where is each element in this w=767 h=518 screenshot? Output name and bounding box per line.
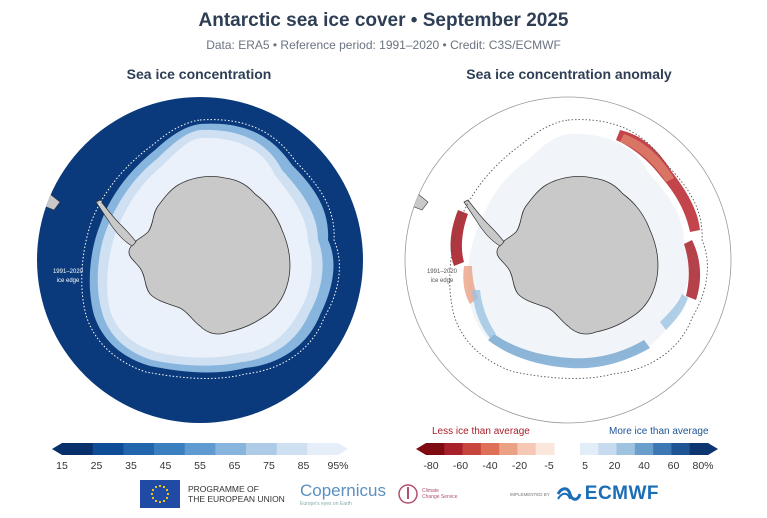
legend-tick: 25 — [91, 460, 103, 472]
legend-swatch — [184, 443, 216, 455]
eu-flag-icon — [140, 480, 180, 508]
legend-swatch-more — [598, 443, 618, 455]
legend-tick: 95% — [327, 460, 348, 472]
legend-arrow-left — [52, 443, 62, 455]
ecmwf-wordmark: ECMWF — [584, 483, 660, 504]
legend-swatch — [62, 443, 94, 455]
more-ice-band-southwest — [472, 290, 496, 338]
implemented-by-label: IMPLEMENTED BY — [510, 491, 550, 497]
legend-swatch-less — [499, 443, 518, 455]
legend-tick: 65 — [229, 460, 241, 472]
legend-swatch-less — [517, 443, 537, 455]
legend-tick-more: 60 — [668, 460, 680, 472]
legend-swatch-less — [535, 443, 555, 455]
legend-swatch-less — [444, 443, 464, 455]
c3s-icon — [398, 484, 418, 504]
legend-tick-less: -5 — [544, 460, 553, 472]
antarctica-landmass — [496, 176, 659, 335]
left-edge-label-1: 1991–2020 — [53, 269, 84, 275]
c3s-line-1: Climate — [422, 488, 439, 494]
c3s-line-2: Change Service — [422, 494, 458, 500]
legend-tick-less: -80 — [423, 460, 438, 472]
copernicus-logo: Copernicus Europe's eyes on Earth — [300, 478, 386, 510]
legend-swatch-more — [671, 443, 691, 455]
eu-line-2: THE EUROPEAN UNION — [188, 494, 285, 504]
eu-logo: PROGRAMME OF THE EUROPEAN UNION — [140, 478, 285, 510]
left-map-title: Sea ice concentration — [126, 66, 272, 82]
legend-arrow-left — [416, 443, 426, 455]
footer-logos: PROGRAMME OF THE EUROPEAN UNION Copernic… — [0, 478, 767, 514]
less-ice-band-east — [684, 240, 701, 300]
legend-swatch-more — [634, 443, 654, 455]
more-ice-band-southeast — [660, 294, 688, 330]
legend-tick-less: -60 — [453, 460, 468, 472]
legend-tick: 15 — [56, 460, 68, 472]
legend-tick-less: -20 — [512, 460, 527, 472]
antarctic-peninsula — [95, 199, 137, 247]
legend-swatch — [92, 443, 124, 455]
copernicus-wordmark: Copernicus — [300, 481, 386, 500]
legend-swatch — [276, 443, 308, 455]
antarctica-landmass — [128, 176, 291, 335]
right-edge-label-2: ice edge — [431, 278, 454, 284]
sea-ice-anomaly-map: 1991–2020 ice edge — [404, 96, 732, 424]
right-map-title: Sea ice concentration anomaly — [466, 66, 672, 82]
legend-swatch-less — [480, 443, 500, 455]
legend-arrow-right — [708, 443, 718, 455]
legend-swatch-less — [426, 443, 445, 455]
legend-swatch-more — [580, 443, 599, 455]
less-ice-label: Less ice than average — [432, 426, 530, 437]
page-title: Antarctic sea ice cover • September 2025 — [198, 10, 569, 31]
antarctic-peninsula — [463, 199, 505, 247]
less-ice-band-northeast-light — [620, 134, 674, 182]
legend-tick: 55 — [194, 460, 206, 472]
right-edge-label-1: 1991–2020 — [427, 269, 458, 275]
more-ice-label: More ice than average — [609, 426, 709, 437]
legend-swatch — [246, 443, 278, 455]
legend-tick: 75 — [263, 460, 275, 472]
c3s-logo: Climate Change Service — [398, 478, 458, 510]
legend-swatch — [123, 443, 155, 455]
legend-tick-more: 40 — [638, 460, 650, 472]
legend-swatch-more — [616, 443, 636, 455]
sea-ice-concentration-map: 1991–2020 ice edge — [37, 97, 363, 423]
page-subtitle: Data: ERA5 • Reference period: 1991–2020… — [206, 38, 561, 52]
ecmwf-logo: IMPLEMENTED BY ECMWF — [510, 478, 659, 510]
anomaly-legend: -80 -60 -40 -20 -5 5 20 40 60 80% — [416, 443, 718, 472]
legend-swatch — [154, 443, 186, 455]
legend-tick: 45 — [160, 460, 172, 472]
legend-tick-more: 5 — [582, 460, 588, 472]
legend-tick-less: -40 — [482, 460, 497, 472]
copernicus-tagline: Europe's eyes on Earth — [300, 501, 352, 507]
legend-swatch-more — [653, 443, 672, 455]
legend-tick: 85 — [298, 460, 310, 472]
legend-swatch-less — [462, 443, 482, 455]
eu-line-1: PROGRAMME OF — [188, 484, 259, 494]
less-ice-band-west — [450, 210, 468, 266]
ecmwf-wave-icon — [556, 487, 582, 501]
legend-swatch — [307, 443, 339, 455]
legend-arrow-right — [338, 443, 348, 455]
concentration-legend: 15 25 35 45 55 65 75 85 95% — [52, 443, 349, 472]
legend-swatch — [215, 443, 247, 455]
more-ice-band-south — [488, 334, 650, 369]
legend-tick: 35 — [125, 460, 137, 472]
left-edge-label-2: ice edge — [57, 278, 80, 284]
legend-swatch-more — [689, 443, 709, 455]
legend-tick-more: 80% — [692, 460, 713, 472]
legend-tick-more: 20 — [609, 460, 621, 472]
